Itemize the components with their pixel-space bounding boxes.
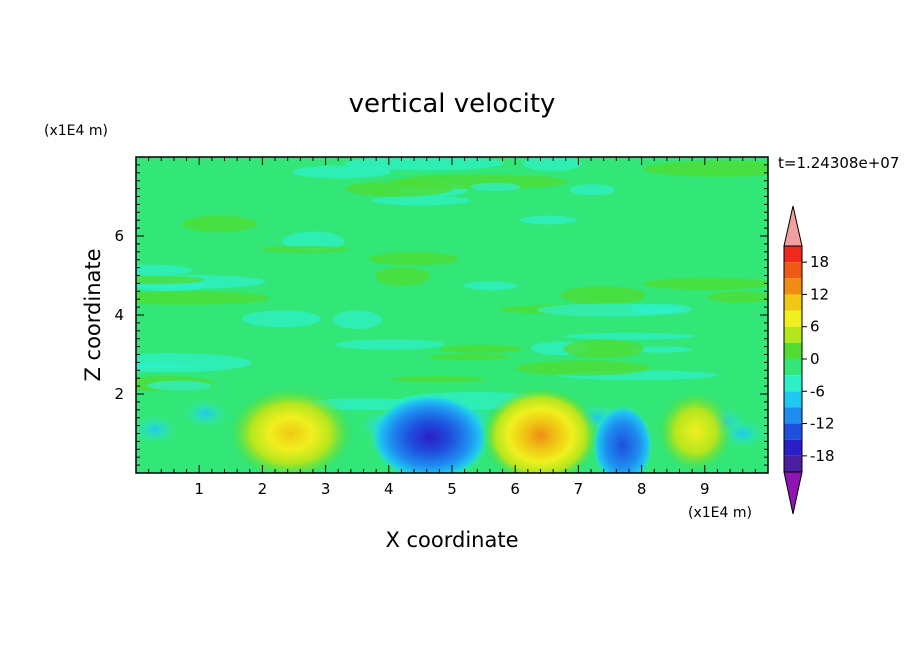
- axis-ticks: [135, 156, 769, 474]
- convective-cells: [228, 387, 734, 473]
- colorbar-segment: [784, 423, 802, 440]
- colorbar-tick-label: 12: [810, 285, 829, 303]
- y-unit-label: (x1E4 m): [44, 123, 108, 139]
- colorbar-tick-label: 6: [810, 318, 820, 336]
- y-tick-label: 6: [114, 227, 124, 245]
- band-streak: [643, 160, 768, 177]
- x-tick-label: 1: [194, 480, 204, 498]
- band-streak: [181, 215, 258, 233]
- band-streak: [569, 184, 615, 196]
- x-tick-label: 7: [574, 480, 584, 498]
- colorbar-segment: [784, 407, 802, 424]
- band-streak: [375, 267, 430, 286]
- cell-downdraft-2: [592, 405, 653, 473]
- colorbar-segment: [784, 262, 802, 279]
- colorbar-segment: [784, 294, 802, 311]
- band-streak: [371, 195, 471, 206]
- band-streak: [463, 281, 518, 291]
- colorbar-segment: [784, 278, 802, 295]
- colorbar-tick-label: -6: [810, 382, 825, 400]
- band-streak: [515, 360, 651, 376]
- band-streak: [642, 277, 768, 290]
- band-streak: [136, 275, 205, 285]
- time-label: t=1.24308e+07: [778, 154, 899, 172]
- band-streak: [242, 310, 322, 328]
- y-tick-labels: 2 4 6: [114, 227, 124, 403]
- x-tick-label: 4: [384, 480, 394, 498]
- chart-title: vertical velocity: [349, 89, 556, 119]
- x-tick-label: 8: [637, 480, 647, 498]
- cell-updraft-3: [657, 391, 734, 472]
- colorbar-tick-label: -18: [810, 447, 835, 465]
- band-streak: [147, 380, 212, 391]
- band-streak: [520, 215, 578, 225]
- cell-downdraft-1: [369, 393, 490, 473]
- x-tick-label: 2: [258, 480, 268, 498]
- band-streak: [565, 332, 695, 340]
- band-streak: [136, 264, 193, 276]
- x-tick-label: 9: [700, 480, 710, 498]
- x-tick-labels: 1 2 3 4 5 6 7 8 9: [194, 480, 709, 498]
- band-streak: [522, 157, 583, 171]
- colorbar-tick-label: -12: [810, 415, 835, 433]
- band-streak: [629, 303, 693, 315]
- colorbar-segment: [784, 375, 802, 392]
- band-streak: [136, 291, 271, 305]
- turbulence-bands: [136, 157, 768, 448]
- band-streak: [707, 291, 768, 303]
- colorbar-segment: [784, 391, 802, 408]
- y-tick-label: 4: [114, 306, 124, 324]
- y-axis-label: Z coordinate: [81, 248, 105, 381]
- x-unit-label: (x1E4 m): [688, 505, 752, 521]
- x-axis-label: X coordinate: [385, 528, 518, 552]
- band-streak: [390, 376, 486, 383]
- colorbar-bottom-arrow: [783, 471, 803, 515]
- x-tick-label: 6: [510, 480, 520, 498]
- colorbar-labels: 18 12 6 0 -6 -12 -18: [802, 253, 835, 465]
- band-streak: [470, 182, 521, 191]
- band-streak: [332, 310, 382, 330]
- surface-patch: [136, 415, 177, 444]
- x-tick-label: 5: [447, 480, 457, 498]
- colorbar-segment: [784, 359, 802, 376]
- band-streak: [335, 339, 445, 350]
- colorbar-segment: [784, 310, 802, 327]
- band-streak: [392, 174, 569, 190]
- band-streak: [261, 245, 350, 253]
- band-streak: [368, 252, 459, 266]
- colorbar-segment: [784, 326, 802, 343]
- band-streak: [428, 353, 511, 360]
- colorbar-segment: [784, 342, 802, 359]
- colorbar-top-arrow: [783, 205, 803, 247]
- band-streak: [439, 344, 524, 353]
- colorbar-segment: [784, 439, 802, 456]
- cell-updraft-1: [228, 387, 353, 473]
- band-streak: [630, 346, 692, 353]
- colorbar-tick-label: 0: [810, 350, 820, 368]
- band-streak: [560, 285, 646, 305]
- band-streak: [136, 361, 199, 370]
- band-streak: [291, 165, 391, 179]
- band-streak: [344, 157, 504, 171]
- colorbar-segment: [784, 246, 802, 263]
- cell-updraft-2: [482, 387, 599, 473]
- colorbar: [783, 205, 803, 515]
- surface-patch: [183, 399, 228, 428]
- colorbar-segment: [784, 455, 802, 472]
- x-tick-label: 3: [321, 480, 331, 498]
- band-streak: [563, 339, 644, 359]
- colorbar-tick-label: 18: [810, 253, 829, 271]
- y-tick-label: 2: [114, 385, 124, 403]
- field: [136, 157, 768, 473]
